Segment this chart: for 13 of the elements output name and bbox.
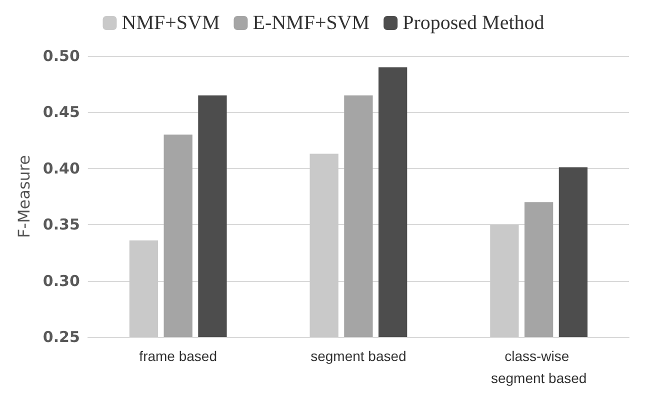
legend-label: E-NMF+SVM xyxy=(252,12,370,34)
y-tick-label: 0.25 xyxy=(42,328,80,346)
y-tick-label: 0.35 xyxy=(42,216,80,234)
x-tick-label: segment based xyxy=(310,348,406,364)
x-tick-label: frame based xyxy=(139,348,218,364)
x-tick-label: class-wise segment based xyxy=(490,348,587,386)
legend-label: NMF+SVM xyxy=(122,12,220,34)
y-tick-label: 0.30 xyxy=(42,272,80,290)
legend-label: Proposed Method xyxy=(402,12,544,34)
y-tick-label: 0.45 xyxy=(42,103,80,122)
y-tick-label: 0.40 xyxy=(42,159,80,178)
y-tick-label: 0.50 xyxy=(42,47,80,65)
y-axis-title: F-Measure xyxy=(14,155,34,238)
